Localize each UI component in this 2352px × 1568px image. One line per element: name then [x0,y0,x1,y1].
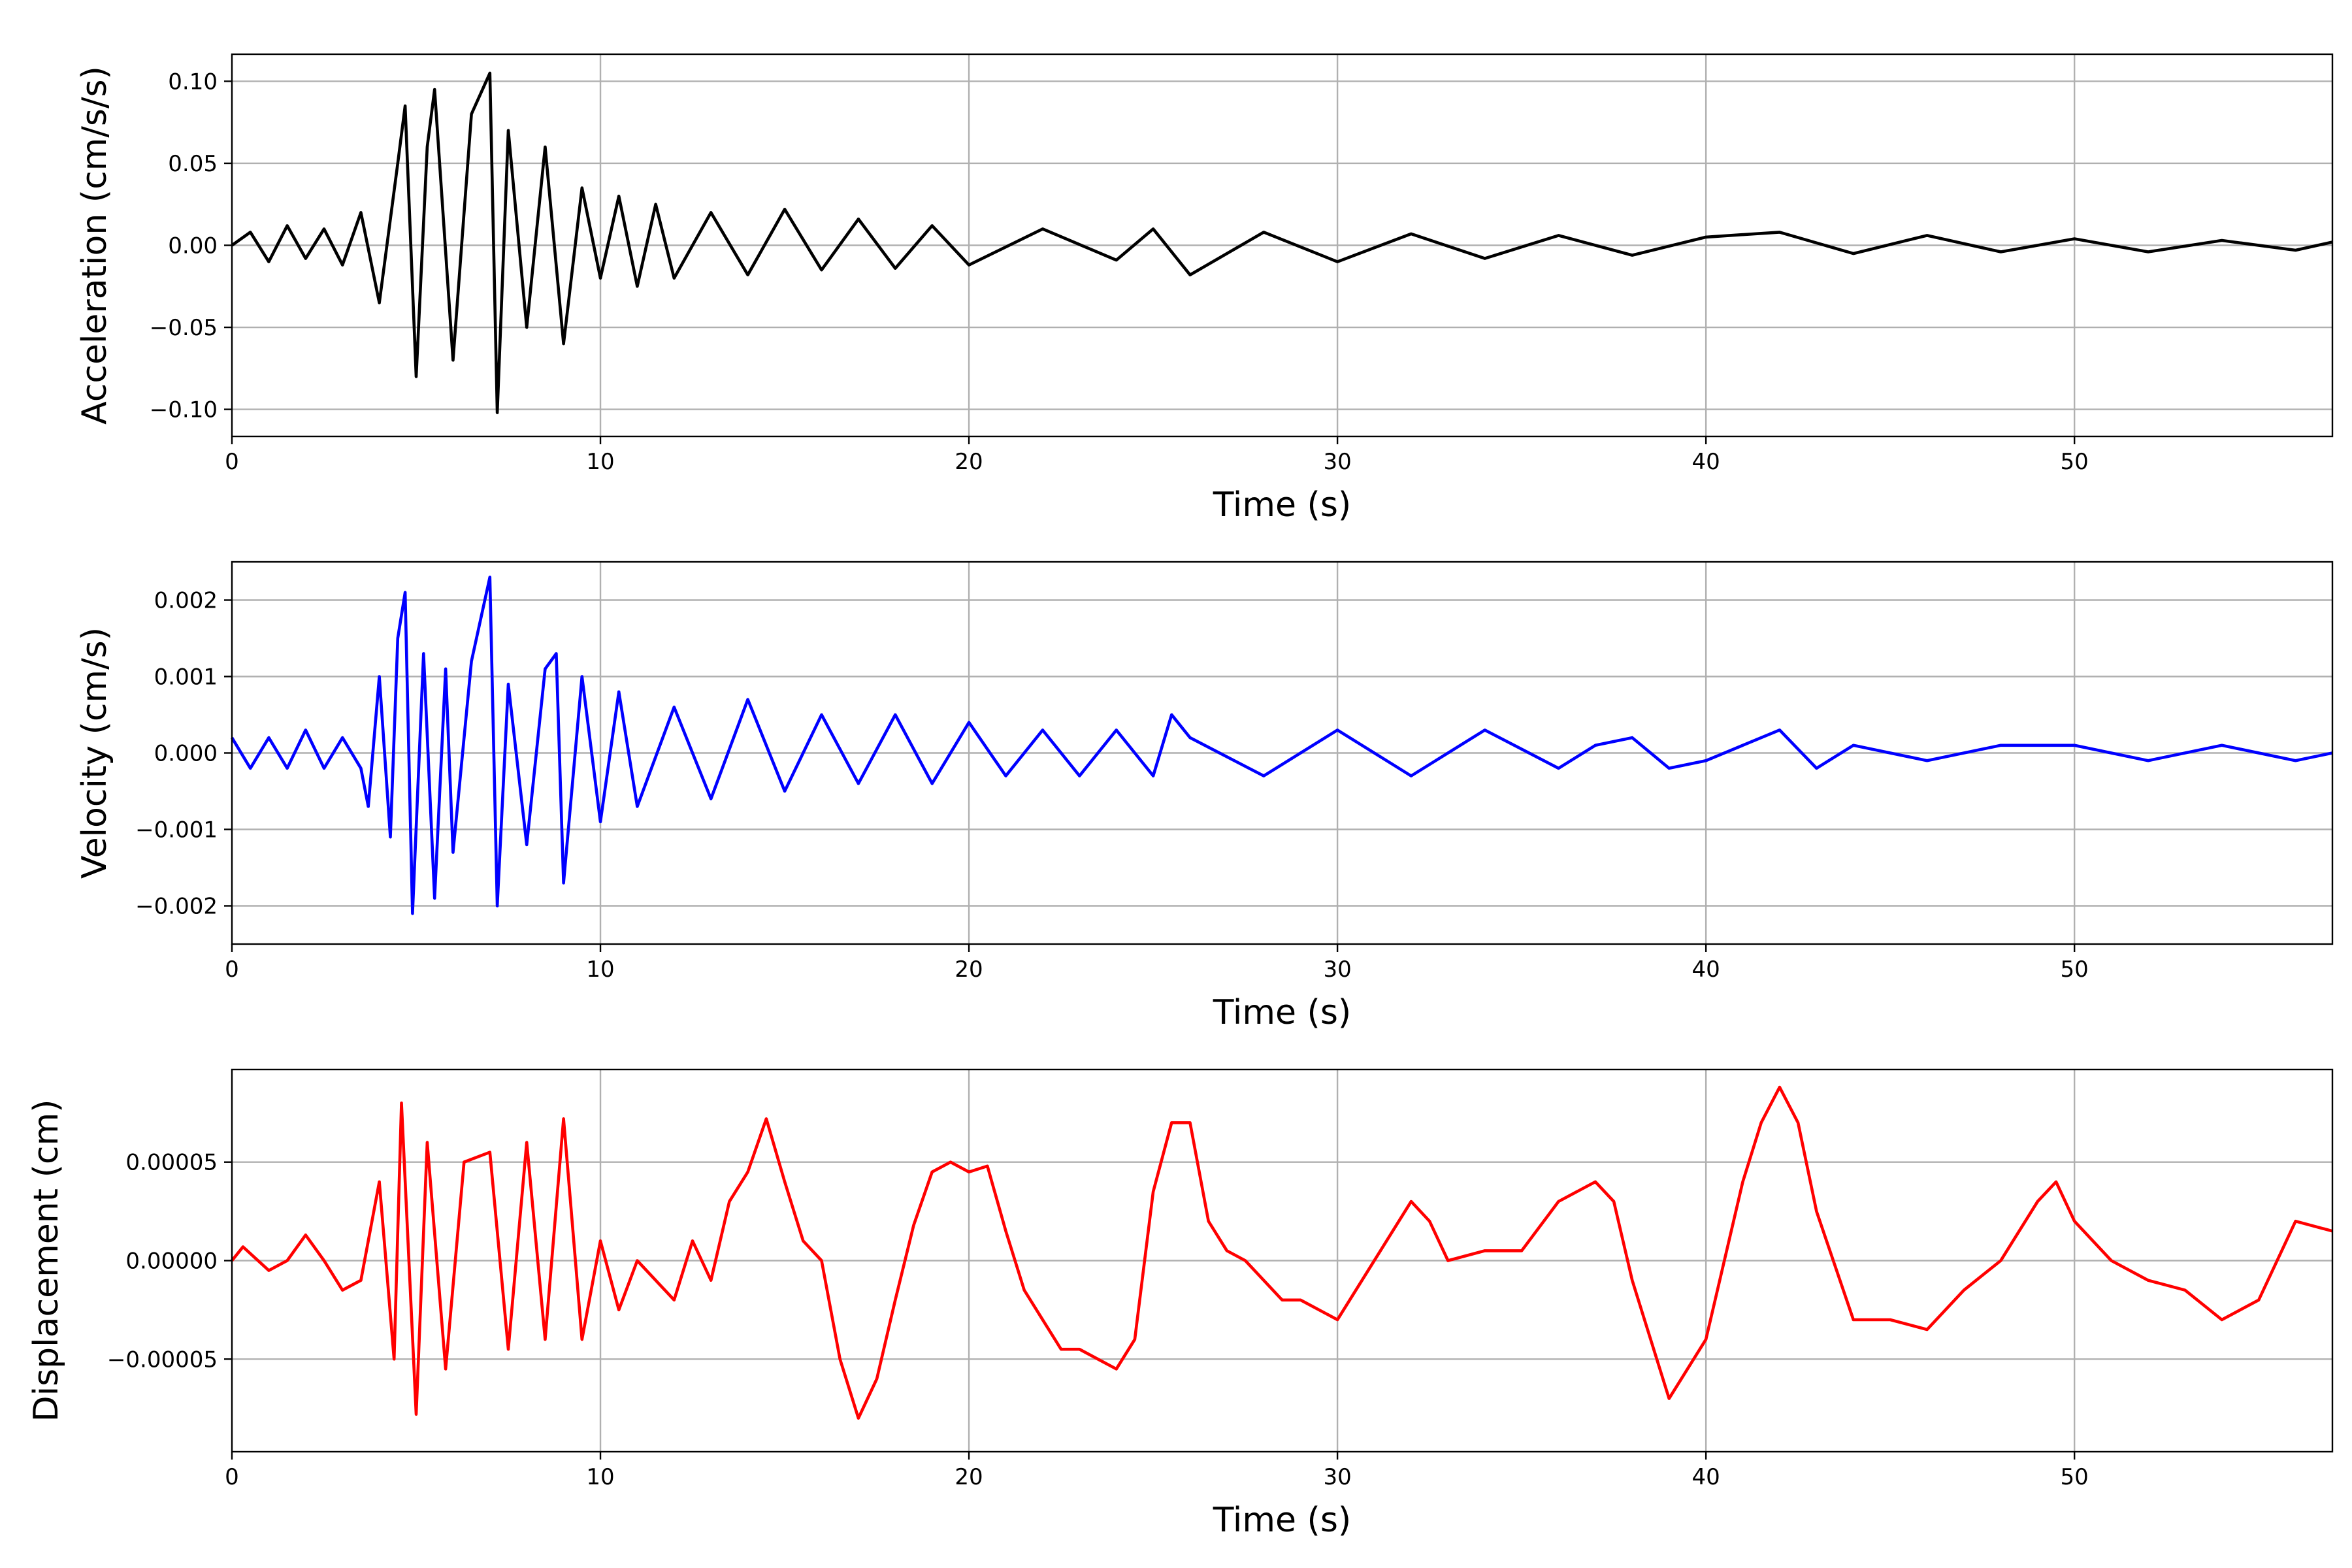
velocity-trace [231,576,2333,915]
acceleration-trace [231,71,2333,414]
displacement-y-tick-label: −0.00005 [107,1347,218,1373]
acceleration-y-tick-label: −0.05 [150,315,218,341]
displacement-gridlines [232,1070,2332,1452]
acceleration-x-tick-label: 0 [225,449,239,475]
velocity-y-tick-label: −0.002 [135,894,218,920]
displacement-x-tick-label: 50 [2061,1464,2089,1490]
velocity-x-tick-label: 40 [1692,956,1720,983]
displacement-panel: 0 10 20 30 40 50 0.00005 0.00000 −0.00005 Time (… [27,1068,2334,1540]
acceleration-y-tick-label: 0.05 [168,151,218,177]
acceleration-ticks: 0 10 20 30 40 50 0.10 0.05 0.00 −0.05 −0.10 [150,69,2089,475]
displacement-x-tick-label: 40 [1692,1464,1720,1490]
velocity-x-tick-label: 50 [2061,956,2089,983]
velocity-y-tick-label: 0.002 [154,588,218,614]
acceleration-y-tick-label: 0.10 [168,69,218,95]
acceleration-x-tick-label: 20 [955,449,983,475]
velocity-y-tick-label: 0.001 [154,664,218,691]
displacement-ticks: 0 10 20 30 40 50 0.00005 0.00000 −0.00005 [107,1150,2089,1490]
velocity-x-tick-label: 0 [225,956,239,983]
displacement-y-tick-label: 0.00000 [125,1249,218,1275]
acceleration-y-axis-title: Acceleration (cm/s/s) [75,66,114,425]
acceleration-gridlines [232,54,2332,436]
displacement-x-tick-label: 20 [955,1464,983,1490]
displacement-trace [231,1085,2333,1420]
acceleration-panel: 0 10 20 30 40 50 0.10 0.05 0.00 −0.05 −0.10 Time (… [75,53,2334,525]
displacement-y-tick-label: 0.00005 [125,1150,218,1176]
acceleration-x-tick-label: 10 [586,449,614,475]
velocity-x-axis-title: Time (s) [1213,993,1351,1032]
velocity-x-tick-label: 10 [586,956,614,983]
displacement-x-tick-label: 30 [1323,1464,1351,1490]
acceleration-y-tick-label: −0.10 [150,397,218,423]
velocity-y-axis-title: Velocity (cm/s) [75,627,114,879]
displacement-y-axis-title: Displacement (cm) [27,1100,66,1422]
velocity-y-tick-label: −0.001 [135,817,218,843]
displacement-x-tick-label: 0 [225,1464,239,1490]
velocity-gridlines [232,562,2332,944]
velocity-panel: 0 10 20 30 40 50 0.002 0.001 0.000 −0.001 −0.002 T… [75,561,2334,1032]
acceleration-x-tick-label: 40 [1692,449,1720,475]
velocity-ticks: 0 10 20 30 40 50 0.002 0.001 0.000 −0.001 −0.002 [135,588,2089,983]
velocity-x-tick-label: 20 [955,956,983,983]
velocity-y-tick-label: 0.000 [154,741,218,767]
velocity-x-tick-label: 30 [1323,956,1351,983]
displacement-x-tick-label: 10 [586,1464,614,1490]
acceleration-x-axis-title: Time (s) [1213,485,1351,525]
displacement-x-axis-title: Time (s) [1213,1501,1351,1540]
acceleration-x-tick-label: 50 [2061,449,2089,475]
acceleration-x-tick-label: 30 [1323,449,1351,475]
acceleration-y-tick-label: 0.00 [168,233,218,259]
